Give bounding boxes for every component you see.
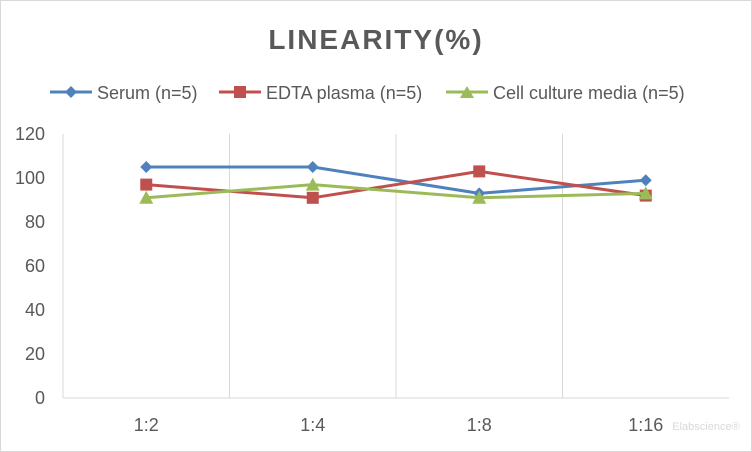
plot-axes: 0 20 40 60 80 100 120 1:2 1:4 1:8 1:16 [15, 124, 729, 435]
legend-item-edta-plasma: EDTA plasma (n=5) [219, 83, 422, 103]
y-tick-label: 0 [35, 388, 45, 408]
legend-label-serum: Serum (n=5) [97, 83, 198, 103]
x-tick-label: 1:2 [134, 415, 159, 435]
x-tick-label: 1:16 [628, 415, 663, 435]
legend-item-serum: Serum (n=5) [50, 83, 198, 103]
y-tick-label: 60 [25, 256, 45, 276]
data-point-serum [140, 161, 153, 173]
data-point-edta-plasma [306, 191, 319, 204]
legend-marker-serum [65, 86, 77, 98]
data-point-cell-culture-media [139, 190, 154, 204]
data-point-serum [639, 174, 652, 187]
y-tick-label: 100 [15, 168, 45, 188]
x-tick-label: 1:8 [467, 415, 492, 435]
series-line-cell-culture-media [146, 183, 646, 200]
data-point-serum [306, 161, 319, 173]
data-point-cell-culture-media [305, 177, 320, 191]
series-line-serum [146, 165, 646, 195]
data-point-cell-culture-media [638, 186, 653, 200]
legend-label-edta-plasma: EDTA plasma (n=5) [266, 83, 422, 103]
chart-title: LINEARITY(%) [268, 24, 483, 55]
plot-series [139, 161, 653, 204]
series-cell-culture-media [139, 177, 653, 204]
legend-label-cell-culture-media: Cell culture media (n=5) [493, 83, 685, 103]
y-tick-label: 80 [25, 212, 45, 232]
watermark-text: Elabscience® [672, 421, 739, 433]
y-tick-label: 40 [25, 300, 45, 320]
y-tick-label: 120 [15, 124, 45, 144]
data-point-cell-culture-media [472, 190, 487, 204]
data-point-edta-plasma [473, 165, 486, 178]
legend-marker-cell-culture-media [460, 86, 474, 98]
x-tick-label: 1:4 [300, 415, 325, 435]
chart-legend: Serum (n=5) EDTA plasma (n=5) Cell cultu… [50, 83, 685, 103]
y-tick-label: 20 [25, 344, 45, 364]
plot-grid [229, 134, 563, 398]
legend-marker-edta-plasma [234, 86, 246, 98]
legend-item-cell-culture-media: Cell culture media (n=5) [446, 83, 685, 103]
data-point-edta-plasma [140, 178, 153, 191]
